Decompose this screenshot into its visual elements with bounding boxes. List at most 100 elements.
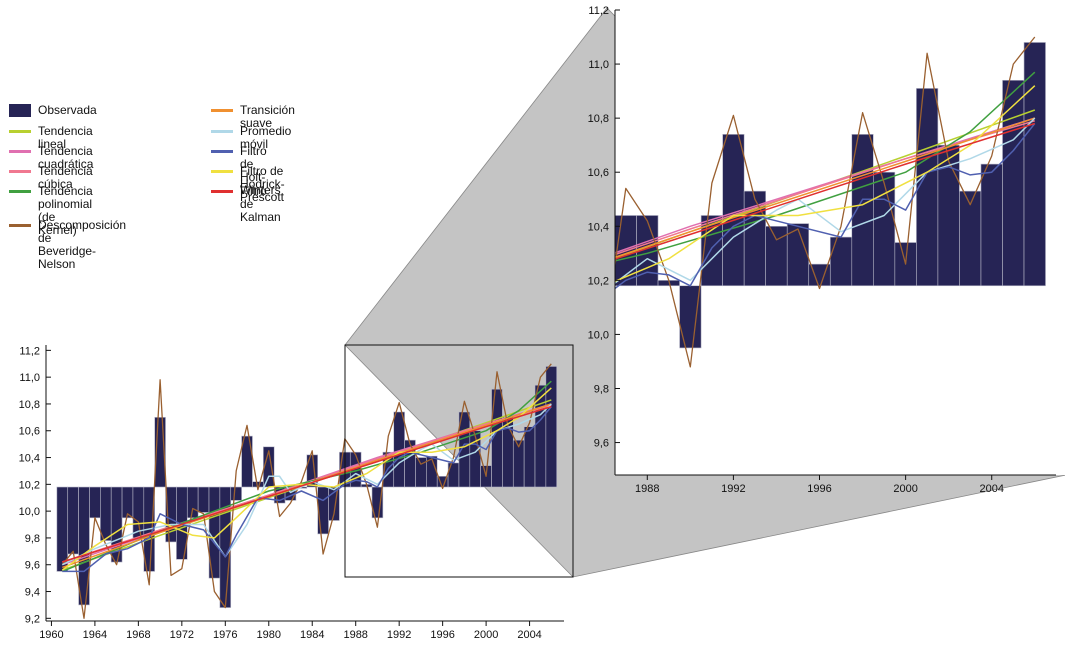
- main-ytick-label: 11,2: [19, 345, 40, 357]
- legend-label: Tendencia cúbica: [38, 164, 93, 191]
- legend-swatch: [211, 130, 233, 133]
- series-tendencia-lineal: [615, 109, 1036, 259]
- legend-label: Filtro de Kalman: [240, 184, 281, 224]
- series-transici-n-suave: [615, 117, 1036, 259]
- bar-1973: [186, 486, 199, 519]
- main-panel: 9,2 9,4 9,6 9,8 10,0 10,2 10,4 10,6 10,8 11,0 11,2…: [19, 345, 564, 641]
- main-xtick-label: 1964: [83, 629, 107, 641]
- series-filtro-de-kalman: [62, 405, 552, 563]
- series-descomposici-n-de-beveridge-nelson: [61, 363, 552, 619]
- main-ytick-label: 10,2: [19, 479, 40, 491]
- bar-1964: [89, 486, 101, 519]
- main-ytick-label: 10,6: [19, 426, 40, 438]
- bar-2001: [916, 88, 939, 287]
- zoom-ytick-label: 10,8: [588, 113, 609, 125]
- series-tendencia-c-bica: [62, 404, 552, 563]
- bar-1999: [873, 171, 896, 287]
- zoom-ytick-label: 11,0: [588, 59, 609, 71]
- bar-1974: [197, 486, 210, 513]
- bar-2004: [980, 163, 1003, 287]
- zoom-xtick-label: 2004: [979, 483, 1003, 495]
- main-plot-area: [56, 363, 558, 619]
- bar-1985: [317, 486, 329, 535]
- main-xtick-label: 1992: [387, 629, 411, 641]
- bar-1977: [230, 486, 242, 501]
- zoom-plot-area: [615, 36, 1046, 368]
- legend-label: Tendencia cuadrática: [38, 144, 94, 171]
- zoom-ytick-label: 9,8: [594, 383, 609, 395]
- legend-swatch: [9, 104, 31, 117]
- series-filtro-de-holt-winters: [62, 406, 552, 573]
- legend-swatch: [9, 224, 31, 227]
- main-xtick-label: 1972: [170, 629, 194, 641]
- bar-1961: [56, 486, 69, 572]
- legend-label: Filtro de Holt-Winters: [240, 144, 281, 197]
- bar-1995: [426, 455, 438, 488]
- bar-2006: [545, 366, 558, 488]
- main-ytick-label: 9,8: [25, 533, 40, 545]
- series-tendencia-polinomial-de-kernel-: [615, 71, 1036, 262]
- main-xtick-label: 1996: [430, 629, 454, 641]
- zoom-region-frame: [344, 344, 574, 578]
- zoom-ytick-label: 9,6: [594, 438, 609, 450]
- zoom-ytick-label: 10,6: [588, 167, 609, 179]
- bar-1998: [851, 134, 874, 287]
- bar-1963: [78, 486, 90, 606]
- zoom-xtick-label: 1992: [721, 483, 745, 495]
- main-ytick-label: 10,4: [19, 453, 40, 465]
- series-descomposici-n-de-beveridge-nelson: [615, 36, 1036, 368]
- bar-1962: [67, 486, 79, 555]
- main-xtick-label: 1960: [39, 629, 63, 641]
- zoom-ytick-label: 11,2: [588, 5, 609, 17]
- bar-1994: [765, 225, 788, 287]
- legend-label: Promedio móvil: [240, 124, 292, 151]
- legend-swatch: [211, 170, 233, 173]
- legend-swatch: [9, 150, 31, 153]
- bar-2005: [1002, 79, 1025, 287]
- main-ytick-label: 10,8: [19, 399, 40, 411]
- bar-1965: [100, 486, 112, 541]
- main-ytick-label: 10,0: [19, 506, 40, 518]
- legend-swatch: [9, 130, 31, 133]
- zoom-ytick-label: 10,4: [588, 221, 609, 233]
- main-ytick-label: 9,4: [25, 587, 40, 599]
- bar-1995: [786, 223, 810, 287]
- series-filtro-de-hodrick-prescott: [61, 387, 552, 571]
- zoom-xtick-label: 1996: [807, 483, 831, 495]
- zoom-panel: 9,6 9,8 10,0 10,2 10,4 10,6 10,8 11,0 11,2 1988 19…: [588, 5, 1056, 495]
- series-filtro-de-holt-winters: [615, 123, 1036, 290]
- bar-1978: [241, 435, 253, 488]
- legend-swatch: [9, 190, 31, 193]
- legend-label: Descomposición de Beveridge-Nelson: [38, 218, 127, 271]
- series-tendencia-c-bica: [615, 120, 1036, 256]
- main-xtick-label: 1980: [257, 629, 281, 641]
- bar-1997: [829, 236, 853, 287]
- zoom-ytick-label: 10,2: [588, 275, 609, 287]
- bar-2004: [523, 426, 536, 488]
- series-promedio-m-vil: [615, 117, 1036, 284]
- bar-1970: [154, 417, 166, 488]
- legend-swatch: [211, 190, 233, 193]
- series-promedio-m-vil: [61, 403, 552, 566]
- legend-label: Observada: [38, 103, 97, 117]
- main-xtick-label: 1976: [213, 629, 237, 641]
- main-xtick-label: 2004: [517, 629, 541, 641]
- main-xtick-label: 1968: [126, 629, 150, 641]
- zoom-xtick-label: 2000: [893, 483, 917, 495]
- legend-label: Tendencia polinomial (de Kernel): [38, 184, 93, 237]
- zoom-ytick-label: 10,0: [588, 329, 609, 341]
- main-xtick-label: 2000: [474, 629, 498, 641]
- legend-label: Transición suave: [240, 103, 295, 130]
- main-ytick-label: 11,0: [19, 372, 40, 384]
- legend-swatch: [211, 150, 233, 153]
- legend-label: Filtro de Hodrick-Prescott: [240, 164, 285, 204]
- series-filtro-de-hodrick-prescott: [615, 85, 1036, 283]
- main-xtick-label: 1984: [300, 629, 324, 641]
- series-filtro-de-kalman: [615, 122, 1036, 260]
- main-ytick-label: 9,2: [25, 613, 40, 625]
- zoom-xtick-label: 1988: [635, 483, 659, 495]
- bar-2006: [1023, 42, 1046, 287]
- legend-label: Tendencia lineal: [38, 124, 93, 151]
- legend-swatch: [9, 170, 31, 173]
